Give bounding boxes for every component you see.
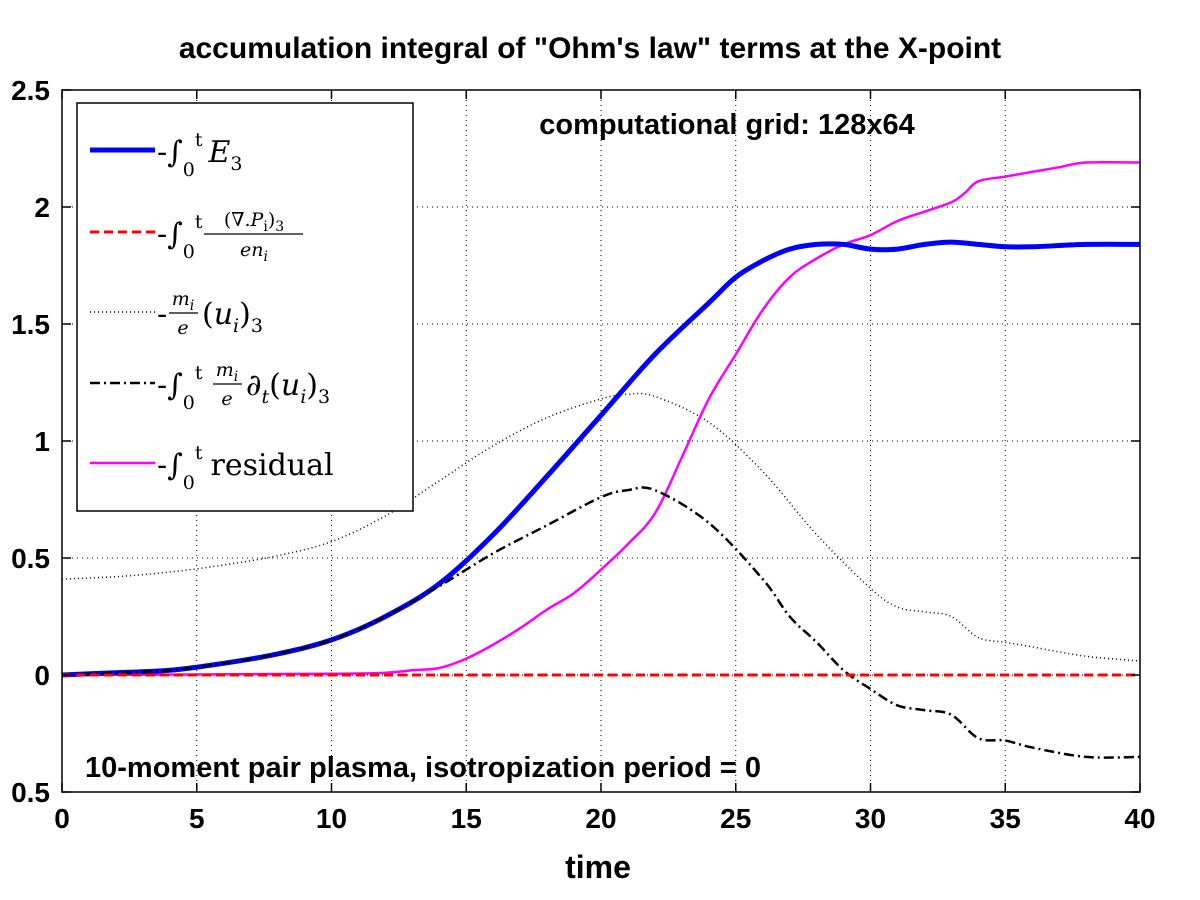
- y-tick-label: 0.5: [11, 777, 50, 808]
- legend-label-ui: -: [157, 297, 167, 332]
- y-tick-label: 1.5: [11, 309, 50, 340]
- x-tick-label: 20: [585, 803, 616, 834]
- y-tick-label: 0: [34, 660, 50, 691]
- legend-box: [76, 102, 414, 512]
- x-tick-label: 0: [54, 803, 70, 834]
- legend-label-ui-rest: (ui)3: [202, 297, 263, 337]
- legend-label-e3: -∫0t E3: [157, 129, 243, 181]
- chart-title: accumulation integral of "Ohm's law" ter…: [179, 32, 1001, 65]
- x-tick-label: 5: [189, 803, 205, 834]
- series-line-2: [61, 392, 1141, 662]
- tick-labels: 0 5 10 15 20 25 30 35 400.500.511.522.5: [11, 75, 1156, 834]
- legend-label-dtui-rest: ∂t(ui)3: [246, 368, 330, 408]
- legend-label-dtui: -∫0t: [157, 362, 203, 414]
- y-tick-label: 2: [34, 192, 50, 223]
- legend-label-ui-denominator: e: [177, 317, 188, 339]
- legend-label-dtui-denominator: e: [221, 388, 232, 410]
- x-axis-label: time: [565, 849, 631, 885]
- x-tick-label: 10: [316, 803, 347, 834]
- x-tick-label: 30: [855, 803, 886, 834]
- series-layer: [61, 160, 1141, 759]
- tick-marks: [61, 89, 1141, 793]
- x-tick-label: 40: [1124, 803, 1155, 834]
- y-tick-label: 0.5: [11, 543, 50, 574]
- grid-annotation: computational grid: 128x64: [539, 109, 915, 141]
- legend: -∫0t E3 -∫0t (∇.Pi)3 eni - mi e (ui)3 -∫0…: [76, 102, 414, 512]
- legend-label-dtui-numerator: mi: [216, 359, 239, 385]
- legend-label-residual: -∫0t residual: [157, 442, 334, 494]
- legend-label-ui-numerator: mi: [172, 288, 195, 314]
- x-tick-label: 25: [720, 803, 751, 834]
- y-tick-label: 2.5: [11, 75, 50, 106]
- series-line-3: [61, 486, 1141, 759]
- y-tick-label: 1: [34, 426, 50, 457]
- legend-label-divp: -∫0t: [157, 211, 203, 263]
- legend-label-divp-numerator: (∇.Pi)3: [224, 209, 284, 235]
- x-tick-label: 35: [990, 803, 1021, 834]
- model-annotation: 10-moment pair plasma, isotropization pe…: [85, 752, 761, 784]
- legend-label-divp-denominator: eni: [240, 239, 268, 265]
- x-tick-label: 15: [451, 803, 482, 834]
- series-line-4: [61, 160, 1141, 677]
